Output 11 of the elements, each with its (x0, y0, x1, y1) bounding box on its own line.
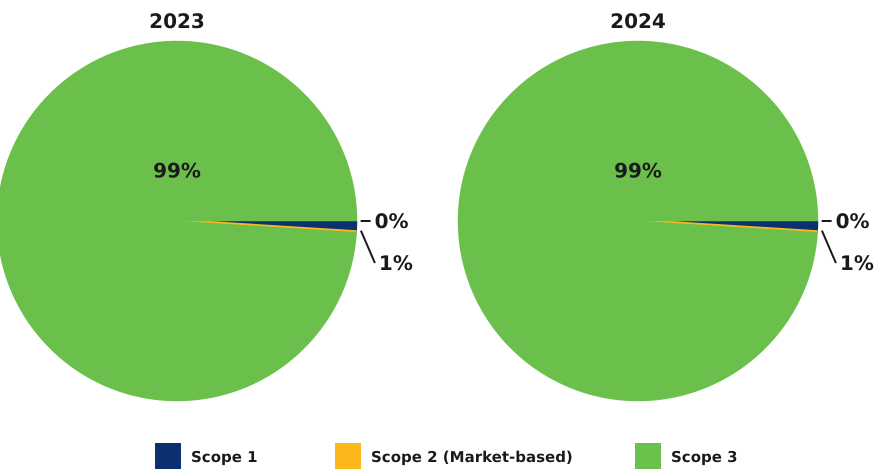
legend-label: Scope 3 (671, 448, 738, 466)
chart-title: 2023 (149, 9, 205, 33)
legend-label: Scope 2 (Market-based) (371, 448, 573, 466)
data-label: 99% (614, 158, 662, 183)
chart-title: 2024 (610, 9, 666, 33)
data-label: 1% (840, 251, 874, 275)
data-label: 99% (153, 158, 201, 183)
data-label: 1% (378, 251, 413, 275)
text: 0% (374, 209, 409, 233)
text: 0% (836, 209, 870, 233)
legend-label: Scope 1 (191, 448, 258, 466)
